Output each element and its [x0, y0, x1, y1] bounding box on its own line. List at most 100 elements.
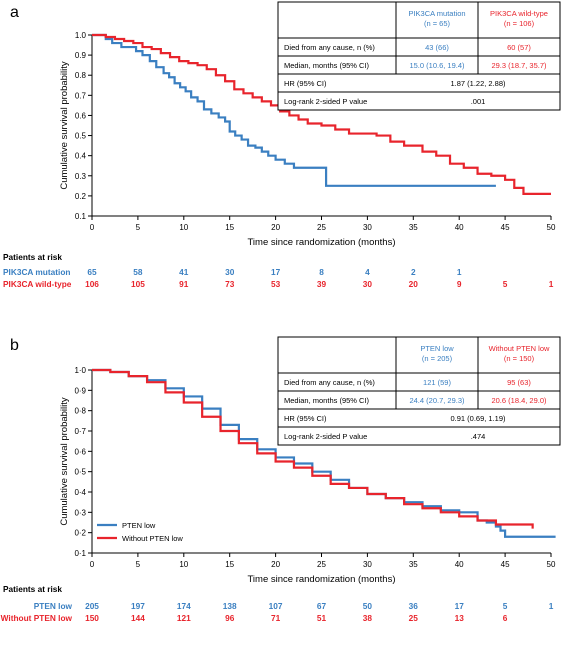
panel-a-table-header: (n = 65): [424, 19, 451, 28]
panel-a-risk-count: 41: [179, 267, 189, 277]
panel-b-table-header: (n = 150): [504, 354, 535, 363]
panel-a-table-cell: 15.0 (10.6, 19.4): [409, 61, 465, 70]
panel-a-table-cell: 1.87 (1.22, 2.88): [450, 79, 506, 88]
panel-b-series-red-line: [92, 368, 534, 529]
panel-b-x-tick-label: 45: [501, 560, 510, 569]
panel-a-table-cell: 43 (66): [425, 43, 449, 52]
panel-b-table-cell: .474: [471, 432, 486, 441]
panel-b-x-tick-label: 5: [136, 560, 141, 569]
panel-a-y-tick-label: 0.7: [75, 91, 87, 100]
panel-a-x-tick-label: 20: [271, 223, 280, 232]
panel-a-x-tick-label: 45: [501, 223, 510, 232]
panel-b-table-header: (n = 205): [422, 354, 453, 363]
panel-b-risk-count: 1: [549, 601, 554, 611]
panel-b-y-tick-label: 1·0: [74, 366, 86, 375]
panel-b-y-tick-label: 0·5: [74, 468, 86, 477]
panel-b-risk-count: 71: [271, 613, 281, 623]
panel-b-letter: b: [10, 337, 19, 354]
panel-a-risk-count: 1: [549, 279, 554, 289]
panel-a-x-tick-label: 50: [547, 223, 556, 232]
panel-a-letter: a: [10, 4, 19, 21]
panel-a-y-tick-label: 0.1: [75, 212, 87, 221]
panel-b-y-tick-label: 0·7: [74, 427, 86, 436]
panel-b-y-tick-label: 0·1: [74, 549, 86, 558]
panel-b-risk-count: 107: [269, 601, 283, 611]
panel-a-y-tick-label: 0.5: [75, 132, 87, 141]
panel-a-risk-count: 39: [317, 279, 327, 289]
panel-a-x-tick-label: 0: [90, 223, 95, 232]
panel-b-risk-count: 121: [177, 613, 191, 623]
panel-a-series-blue-line: [92, 33, 496, 187]
panel-a-risk-count: 9: [457, 279, 462, 289]
panel-a-x-tick-label: 35: [409, 223, 418, 232]
panel-b-risk-row-label: PTEN low: [34, 601, 73, 611]
panel-b-y-tick-label: 0·8: [74, 407, 86, 416]
panel-b-x-tick-label: 30: [363, 560, 372, 569]
panel-b-x-tick-label: 50: [547, 560, 556, 569]
panel-b-x-tick-label: 15: [225, 560, 234, 569]
panel-b-table-row-label: Died from any cause, n (%): [284, 378, 375, 387]
panel-a-y-tick-label: 0.6: [75, 111, 87, 120]
panel-a-table-row-label: Died from any cause, n (%): [284, 43, 375, 52]
panel-b-risk-title: Patients at risk: [3, 584, 62, 594]
panel-b-risk-count: 38: [363, 613, 373, 623]
panel-a-risk-count: 30: [363, 279, 373, 289]
panel-a-x-tick-label: 5: [136, 223, 141, 232]
panel-b-x-tick-label: 20: [271, 560, 280, 569]
panel-a-x-tick-label: 30: [363, 223, 372, 232]
panel-a-table-header: (n = 106): [504, 19, 535, 28]
panel-a-table-header: PIK3CA mutation: [408, 9, 465, 18]
panel-b-y-tick-label: 0·6: [74, 447, 86, 456]
panel-b-risk-count: 150: [85, 613, 99, 623]
panel-a-table-header: PIK3CA wild-type: [490, 9, 548, 18]
panel-b-table-cell: 20.6 (18.4, 29.0): [491, 396, 547, 405]
panel-a-risk-title: Patients at risk: [3, 252, 62, 262]
panel-a-risk-count: 53: [271, 279, 281, 289]
panel-b-x-tick-label: 35: [409, 560, 418, 569]
panel-b-table-cell: 24.4 (20.7, 29.3): [409, 396, 465, 405]
panel-b-x-tick-label: 25: [317, 560, 326, 569]
panel-b-risk-count: 50: [363, 601, 373, 611]
panel-a-risk-row-label: PIK3CA wild-type: [3, 279, 72, 289]
panel-b-table-cell: 0.91 (0.69, 1.19): [450, 414, 506, 423]
panel-b-table-header: Without PTEN low: [489, 344, 550, 353]
panel-b-risk-count: 197: [131, 601, 145, 611]
panel-b-series-blue-line: [92, 368, 556, 538]
panel-b-legend-label: PTEN low: [122, 521, 156, 530]
panel-a-risk-row-label: PIK3CA mutation: [3, 267, 70, 277]
panel-b-risk-row-label: Without PTEN low: [1, 613, 73, 623]
panel-b-risk-count: 51: [317, 613, 327, 623]
panel-a-table-cell: .001: [471, 97, 486, 106]
panel-a-risk-count: 1: [457, 267, 462, 277]
panel-b-x-axis-title: Time since randomization (months): [247, 574, 395, 585]
panel-b-y-tick-label: 0·2: [74, 529, 86, 538]
panel-b-table-row-label: HR (95% CI): [284, 414, 327, 423]
panel-b-risk-count: 96: [225, 613, 235, 623]
panel-a-risk-count: 105: [131, 279, 145, 289]
panel-b-risk-count: 13: [455, 613, 465, 623]
panel-a-y-tick-label: 0.9: [75, 51, 87, 60]
panel-a-x-axis-title: Time since randomization (months): [247, 237, 395, 248]
panel-a-y-tick-label: 1.0: [75, 31, 87, 40]
panel-a-risk-count: 73: [225, 279, 235, 289]
panel-b-risk-count: 174: [177, 601, 191, 611]
panel-b-table-row-label: Log-rank 2-sided P value: [284, 432, 367, 441]
panel-b-risk-count: 5: [503, 601, 508, 611]
panel-b-risk-count: 138: [223, 601, 237, 611]
panel-a-risk-count: 4: [365, 267, 370, 277]
panel-a-risk-count: 5: [503, 279, 508, 289]
panel-a-risk-count: 106: [85, 279, 99, 289]
panel-a-risk-count: 17: [271, 267, 281, 277]
panel-a-y-tick-label: 0.4: [75, 152, 87, 161]
panel-b-y-tick-label: 0·3: [74, 508, 86, 517]
panel-b-risk-count: 25: [409, 613, 419, 623]
panel-a-risk-count: 65: [87, 267, 97, 277]
panel-b-table-header: PTEN low: [420, 344, 454, 353]
panel-b-y-tick-label: 0·9: [74, 386, 86, 395]
panel-a-x-tick-label: 15: [225, 223, 234, 232]
panel-a-table-row-label: HR (95% CI): [284, 79, 327, 88]
panel-b-y-axis-title: Cumulative survival probability: [59, 397, 70, 526]
panel-a-y-tick-label: 0.8: [75, 71, 87, 80]
panel-b-table-row-label: Median, months (95% CI): [284, 396, 370, 405]
